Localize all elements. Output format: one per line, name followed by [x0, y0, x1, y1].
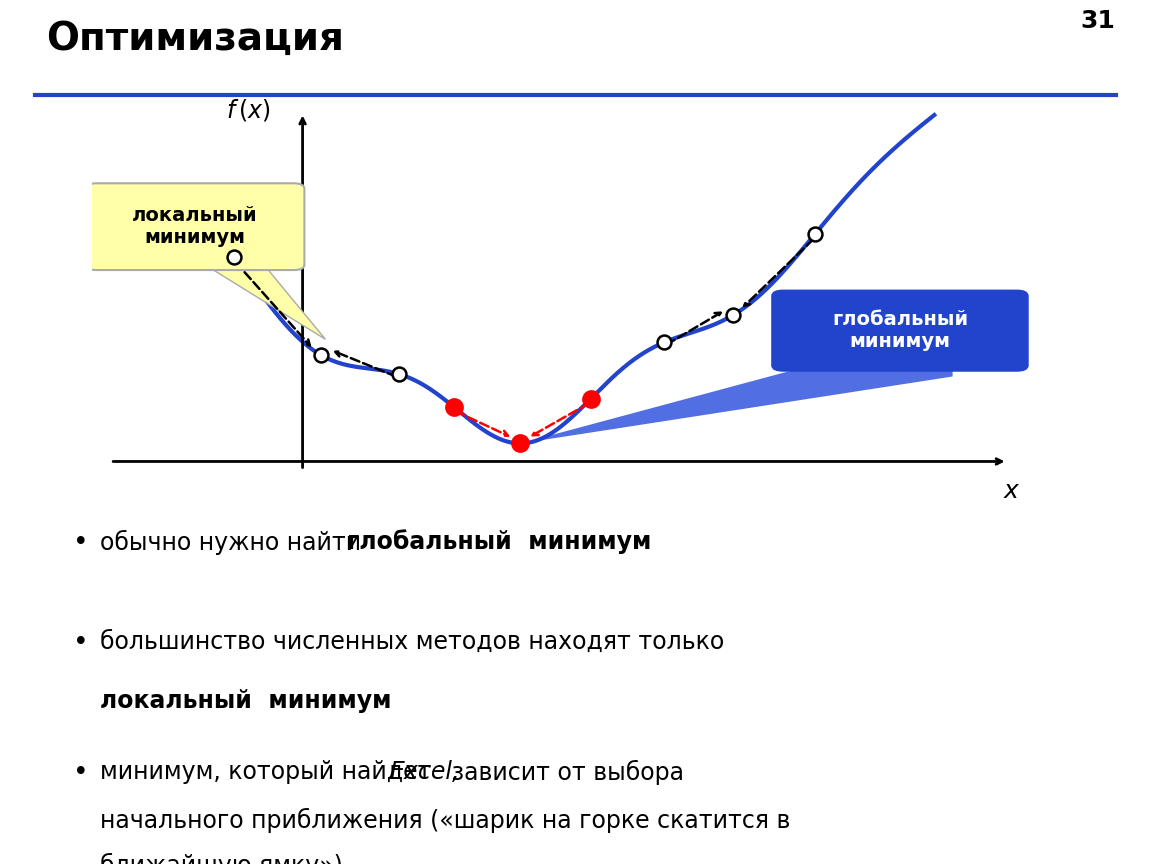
- Text: локальный
минимум: локальный минимум: [132, 206, 258, 247]
- Text: Оптимизация: Оптимизация: [46, 21, 344, 59]
- Polygon shape: [520, 327, 952, 443]
- Text: $f\,(x)$: $f\,(x)$: [227, 98, 270, 124]
- Text: 31: 31: [1081, 9, 1116, 33]
- Text: глобальный  минимум: глобальный минимум: [346, 530, 651, 555]
- Text: ближайшую ямку»): ближайшую ямку»): [100, 853, 343, 864]
- Polygon shape: [205, 264, 325, 340]
- Text: глобальный
минимум: глобальный минимум: [831, 310, 968, 351]
- Text: •: •: [74, 760, 89, 786]
- Text: обычно нужно найти: обычно нужно найти: [100, 530, 369, 555]
- Text: начального приближения («шарик на горке скатится в: начального приближения («шарик на горке …: [100, 809, 790, 834]
- Text: минимум, который найдет: минимум, который найдет: [100, 760, 439, 784]
- Text: •: •: [74, 530, 89, 556]
- Text: •: •: [74, 630, 89, 656]
- Text: Excel,: Excel,: [390, 760, 460, 784]
- Text: большинство численных методов находят только: большинство численных методов находят то…: [100, 630, 724, 654]
- Text: $x$: $x$: [1003, 480, 1021, 504]
- FancyBboxPatch shape: [85, 183, 305, 270]
- Text: локальный  минимум: локальный минимум: [100, 689, 391, 714]
- FancyBboxPatch shape: [773, 290, 1028, 371]
- Text: зависит от выбора: зависит от выбора: [444, 760, 684, 785]
